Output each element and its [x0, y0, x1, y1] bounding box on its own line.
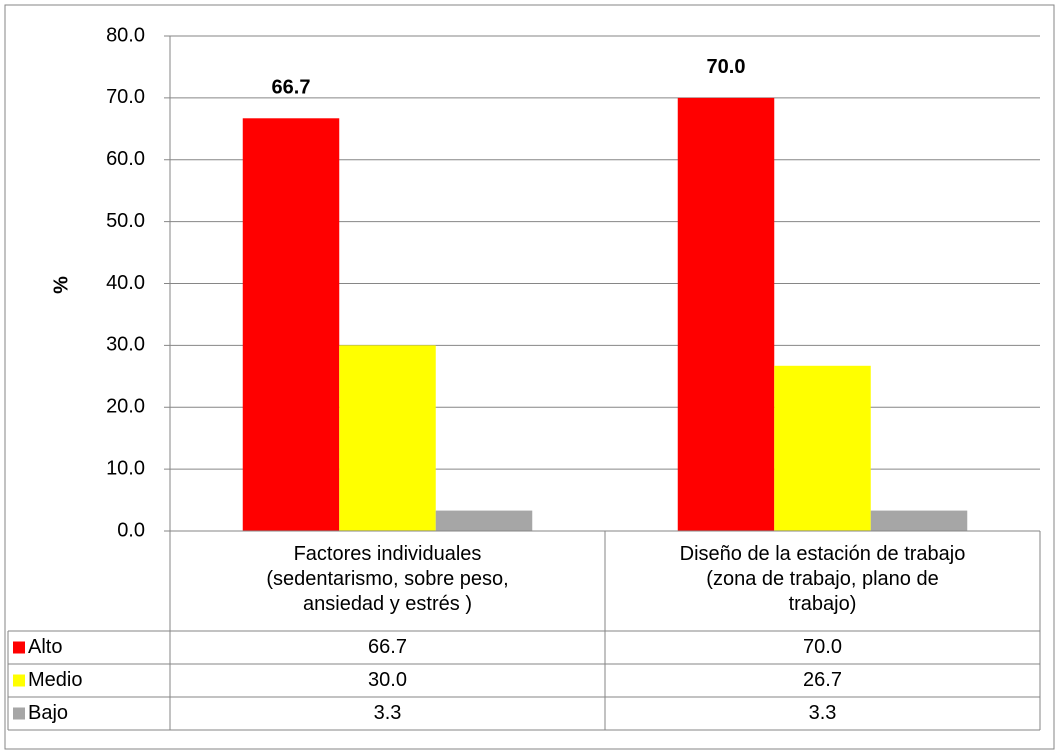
- chart-border: [4, 4, 1055, 750]
- bar: [242, 118, 340, 531]
- category-label: Factores individuales (sedentarismo, sob…: [266, 543, 509, 615]
- data-label: 70.0: [707, 56, 746, 78]
- table-value: 3.3: [809, 702, 837, 724]
- legend-swatch: [13, 707, 25, 720]
- y-tick-label: 10.0: [106, 457, 145, 479]
- legend-swatch: [13, 641, 25, 654]
- y-tick-label: 70.0: [106, 86, 145, 108]
- bar: [870, 510, 968, 531]
- legend-label: Medio: [28, 669, 82, 691]
- y-axis-label: %: [50, 276, 72, 294]
- bar: [435, 510, 533, 531]
- table-value: 70.0: [803, 636, 842, 658]
- category-label: Diseño de la estación de trabajo (zona d…: [679, 543, 966, 615]
- legend-label: Alto: [28, 636, 62, 658]
- legend-swatch: [13, 674, 25, 687]
- table-value: 66.7: [368, 636, 407, 658]
- y-tick-label: 0.0: [117, 519, 145, 541]
- table-value: 3.3: [374, 702, 402, 724]
- bar: [774, 365, 871, 531]
- table-value: 26.7: [803, 669, 842, 691]
- y-tick-label: 40.0: [106, 272, 145, 294]
- table-value: 30.0: [368, 669, 407, 691]
- y-tick-label: 30.0: [106, 334, 145, 356]
- bar: [677, 97, 775, 531]
- y-tick-label: 20.0: [106, 396, 145, 418]
- bar: [339, 345, 436, 531]
- y-tick-label: 60.0: [106, 148, 145, 170]
- legend-label: Bajo: [28, 702, 68, 724]
- y-tick-label: 50.0: [106, 210, 145, 232]
- y-tick-label: 80.0: [106, 24, 145, 46]
- data-label: 66.7: [272, 77, 311, 99]
